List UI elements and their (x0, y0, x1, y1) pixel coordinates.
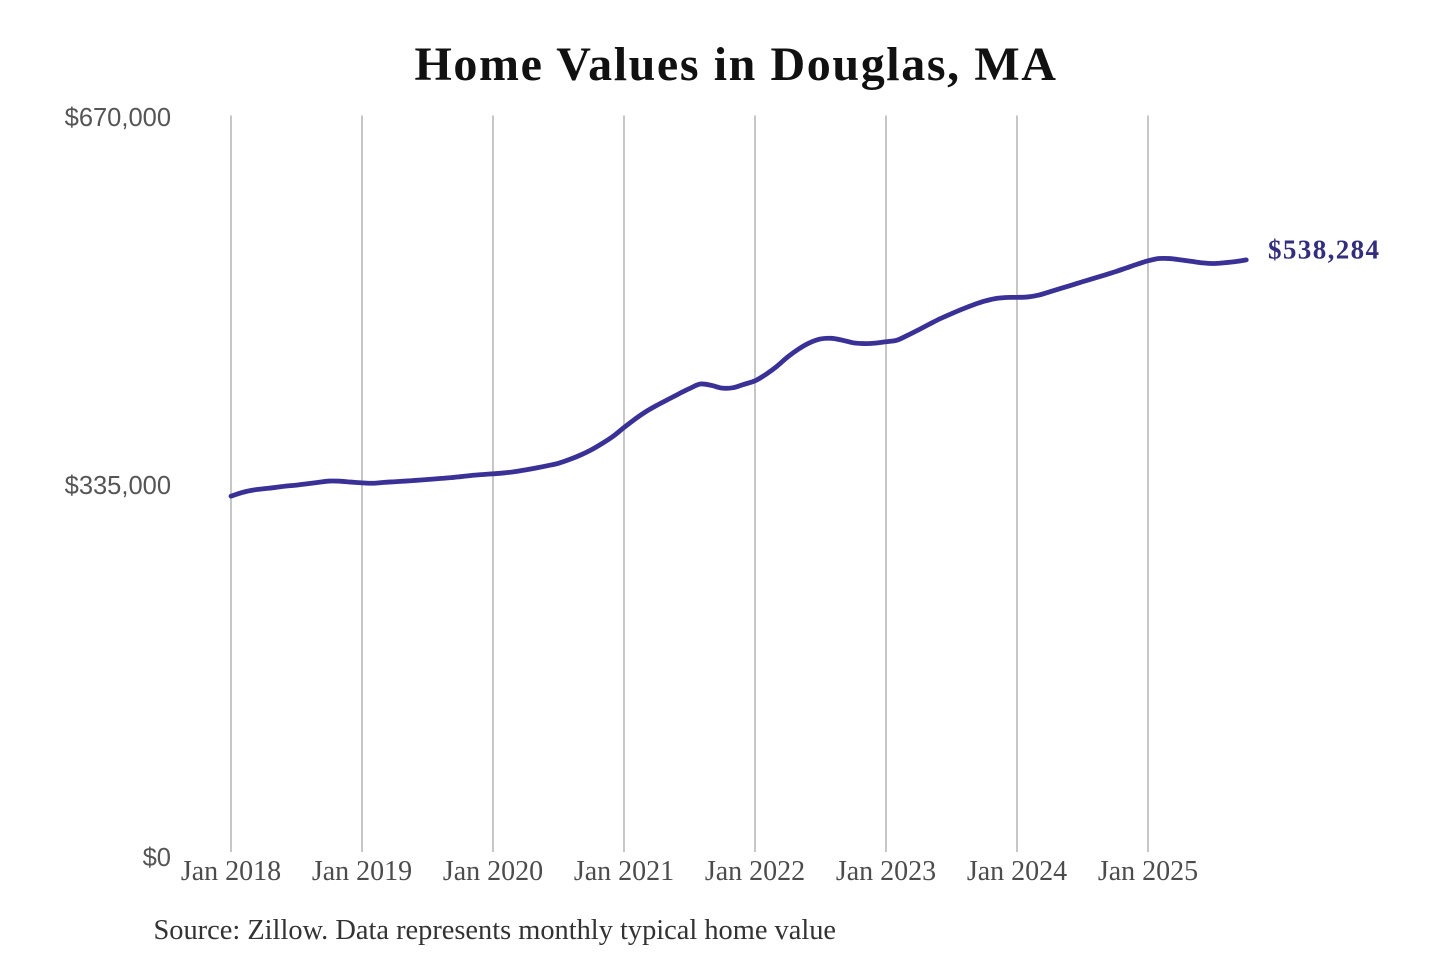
svg-text:$0: $0 (143, 844, 171, 872)
svg-text:Jan 2022: Jan 2022 (705, 856, 805, 887)
svg-text:$538,284: $538,284 (1268, 235, 1380, 265)
svg-text:Home Values in Douglas, MA: Home Values in Douglas, MA (414, 38, 1057, 91)
svg-text:Jan 2019: Jan 2019 (312, 856, 412, 887)
svg-text:$670,000: $670,000 (65, 104, 171, 132)
svg-text:Jan 2020: Jan 2020 (443, 856, 543, 887)
svg-text:Jan 2025: Jan 2025 (1098, 856, 1198, 887)
svg-text:Jan 2023: Jan 2023 (836, 856, 936, 887)
svg-text:Jan 2021: Jan 2021 (574, 856, 674, 887)
svg-text:Source: Zillow. Data represent: Source: Zillow. Data represents monthly … (154, 915, 837, 946)
svg-text:Jan 2024: Jan 2024 (967, 856, 1067, 887)
svg-text:Jan 2018: Jan 2018 (181, 856, 281, 887)
svg-text:$335,000: $335,000 (65, 472, 171, 500)
